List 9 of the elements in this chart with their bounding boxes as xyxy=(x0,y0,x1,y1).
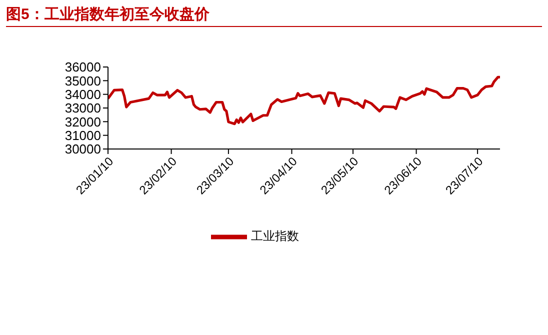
y-tick-label: 34000 xyxy=(64,86,101,102)
legend-label: 工业指数 xyxy=(251,229,299,244)
y-tick-label: 33000 xyxy=(64,100,101,116)
y-tick-label: 35000 xyxy=(64,73,101,88)
y-tick-label: 32000 xyxy=(64,114,101,130)
y-tick-label: 36000 xyxy=(64,60,101,75)
chart-title: 图5：工业指数年初至今收盘价 xyxy=(6,4,542,27)
y-tick-label: 31000 xyxy=(64,128,101,143)
y-tick-label: 30000 xyxy=(64,142,101,157)
